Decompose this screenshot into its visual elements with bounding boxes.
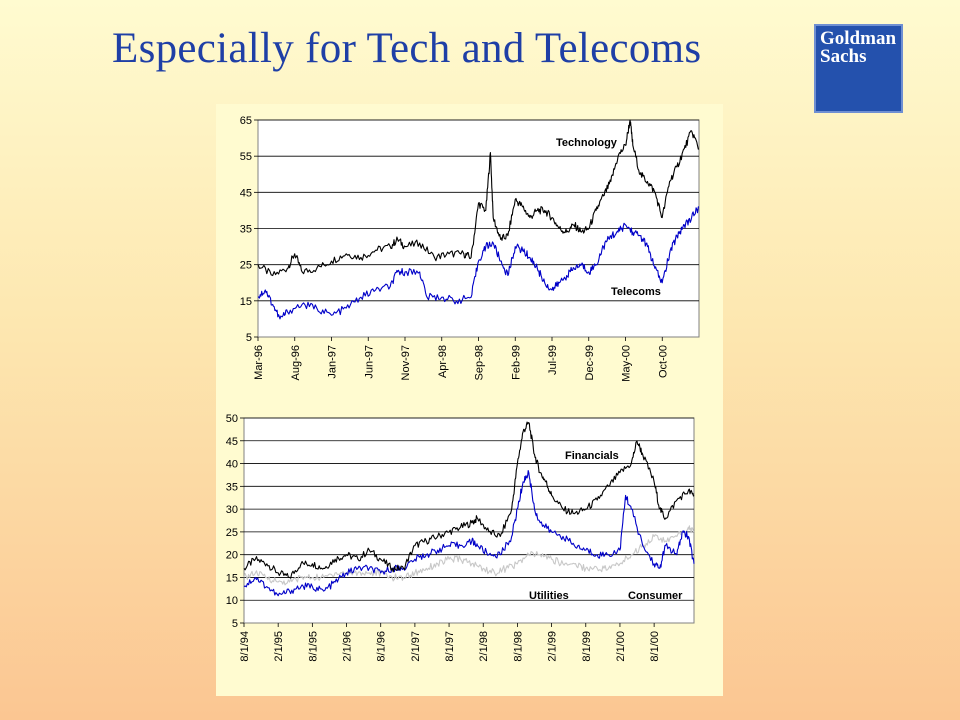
sector-x-tick-label: 2/1/96 [342,631,354,662]
sector-y-tick-label: 5 [232,618,238,630]
tech-telecom-x-tick-label: Mar-96 [253,345,265,380]
tech-telecom-x-tick-label: Oct-00 [657,345,669,378]
sector-series-financials [243,421,695,579]
tech-telecom-y-tick-label: 25 [240,260,252,272]
sector-x-tick-label: 2/1/99 [547,631,559,662]
tech-telecom-x-tick-label: Jun-97 [363,345,375,379]
tech-telecom-series-technology [257,119,700,277]
logo-line-1: Goldman [820,28,897,49]
sector-y-tick-label: 50 [226,413,238,425]
sector-x-tick-label: 8/1/95 [307,631,319,662]
sector-label-financials: Financials [565,450,619,462]
sector-chart: 5 10 15 20 25 30 35 40 45 50 8/1/94 2/1/95 8/1/95 2/1… [226,413,695,662]
sector-y-tick-label: 35 [226,481,238,493]
sector-y-tick-label: 45 [226,436,238,448]
tech-telecom-series-telecoms [257,206,700,320]
tech-telecom-y-tick-label: 5 [246,332,252,344]
tech-telecom-x-tick-label: Nov-97 [400,345,412,380]
tech-telecom-x-tick-label: Jul-99 [547,345,559,375]
tech-telecom-x-tick-label: Aug-96 [290,345,302,380]
sector-y-tick-label: 15 [226,572,238,584]
tech-telecom-chart: 5 15 25 35 45 55 65 Mar-96 Aug-96 Jan-97 Jun-97 Nov… [240,115,700,382]
sector-x-tick-label: 8/1/94 [239,631,251,662]
sector-y-tick-label: 10 [226,595,238,607]
tech-telecom-label-telecoms: Telecoms [611,286,661,298]
sector-chart-panel: 5 10 15 20 25 30 35 40 45 50 8/1/94 2/1/95 8/1/95 2/1… [216,398,723,696]
sector-x-tick-label: 8/1/00 [649,631,661,662]
sector-y-tick-label: 20 [226,550,238,562]
logo-line-2: Sachs [820,46,867,67]
tech-telecom-y-tick-label: 55 [240,151,252,163]
sector-label-consumer: Consumer [628,590,683,602]
sector-label-utilities: Utilities [529,590,569,602]
tech-telecom-y-tick-label: 65 [240,115,252,127]
sector-x-tick-label: 8/1/96 [376,631,388,662]
sector-series-utilities [243,525,695,586]
sector-plot-area [243,417,695,624]
tech-telecom-label-technology: Technology [556,137,618,149]
sector-series-consumer [243,470,695,597]
tech-telecom-x-tick-label: Feb-99 [510,345,522,380]
tech-telecom-x-tick-label: Dec-99 [584,345,596,380]
sector-x-tick-label: 2/1/95 [273,631,285,662]
sector-x-tick-label: 2/1/00 [615,631,627,662]
tech-telecom-x-tick-label: May-00 [621,345,633,382]
tech-telecom-y-tick-label: 45 [240,187,252,199]
tech-telecom-x-tick-label: Apr-98 [437,345,449,378]
sector-y-tick-label: 30 [226,504,238,516]
sector-y-tick-label: 40 [226,459,238,471]
sector-x-tick-label: 2/1/98 [478,631,490,662]
sector-x-tick-label: 2/1/97 [410,631,422,662]
sector-x-tick-label: 8/1/98 [512,631,524,662]
tech-telecom-x-tick-label: Jan-97 [327,345,339,379]
sector-x-tick-label: 8/1/99 [581,631,593,662]
tech-telecom-chart-panel: 5 15 25 35 45 55 65 Mar-96 Aug-96 Jan-97 Jun-97 Nov… [216,104,723,398]
tech-telecom-y-tick-label: 35 [240,224,252,236]
tech-telecom-y-tick-label: 15 [240,296,252,308]
goldman-sachs-logo: Goldman Sachs [814,24,903,113]
sector-x-tick-label: 8/1/97 [444,631,456,662]
sector-y-tick-label: 25 [226,527,238,539]
slide-title: Especially for Tech and Telecoms [112,25,702,72]
tech-telecom-x-tick-label: Sep-98 [474,345,486,380]
